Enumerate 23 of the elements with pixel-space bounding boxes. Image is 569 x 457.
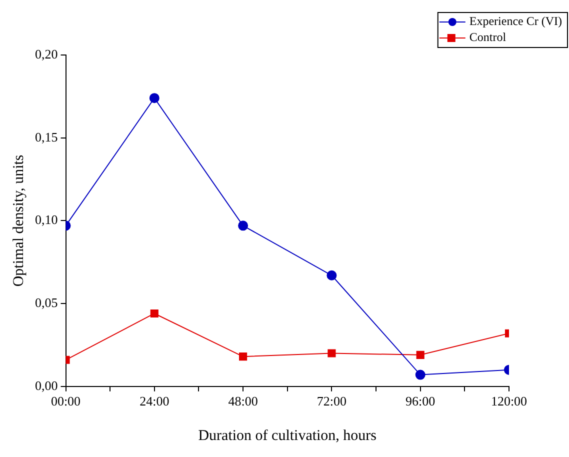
y-tick-label: 0,15 xyxy=(35,129,58,144)
point xyxy=(238,220,248,231)
point xyxy=(415,370,426,380)
y-tick-label: 0,00 xyxy=(35,378,58,393)
x-tick-label: 96:00 xyxy=(406,394,436,409)
x-tick-label: 72:00 xyxy=(316,394,347,409)
point xyxy=(328,349,336,358)
x-tick-label: 48:00 xyxy=(228,394,258,409)
x-axis-title: Duration of cultivation, hours xyxy=(198,428,377,444)
x-tick-label: 120:00 xyxy=(490,394,528,409)
y-tick-label: 0,05 xyxy=(35,294,58,310)
point xyxy=(326,270,337,280)
point xyxy=(239,352,248,361)
y-tick-label: 0,20 xyxy=(35,46,58,62)
point xyxy=(149,93,160,104)
point xyxy=(150,309,158,318)
legend-label: Experience Cr (VI) xyxy=(469,14,562,28)
x-tick-label: 00:00 xyxy=(50,394,81,409)
y-axis-title: Optimal density, units xyxy=(10,154,27,287)
x-tick-label: 24:00 xyxy=(140,394,170,409)
y-tick-label: 0,10 xyxy=(35,212,58,228)
point xyxy=(416,350,424,359)
legend-label: Control xyxy=(469,30,507,44)
